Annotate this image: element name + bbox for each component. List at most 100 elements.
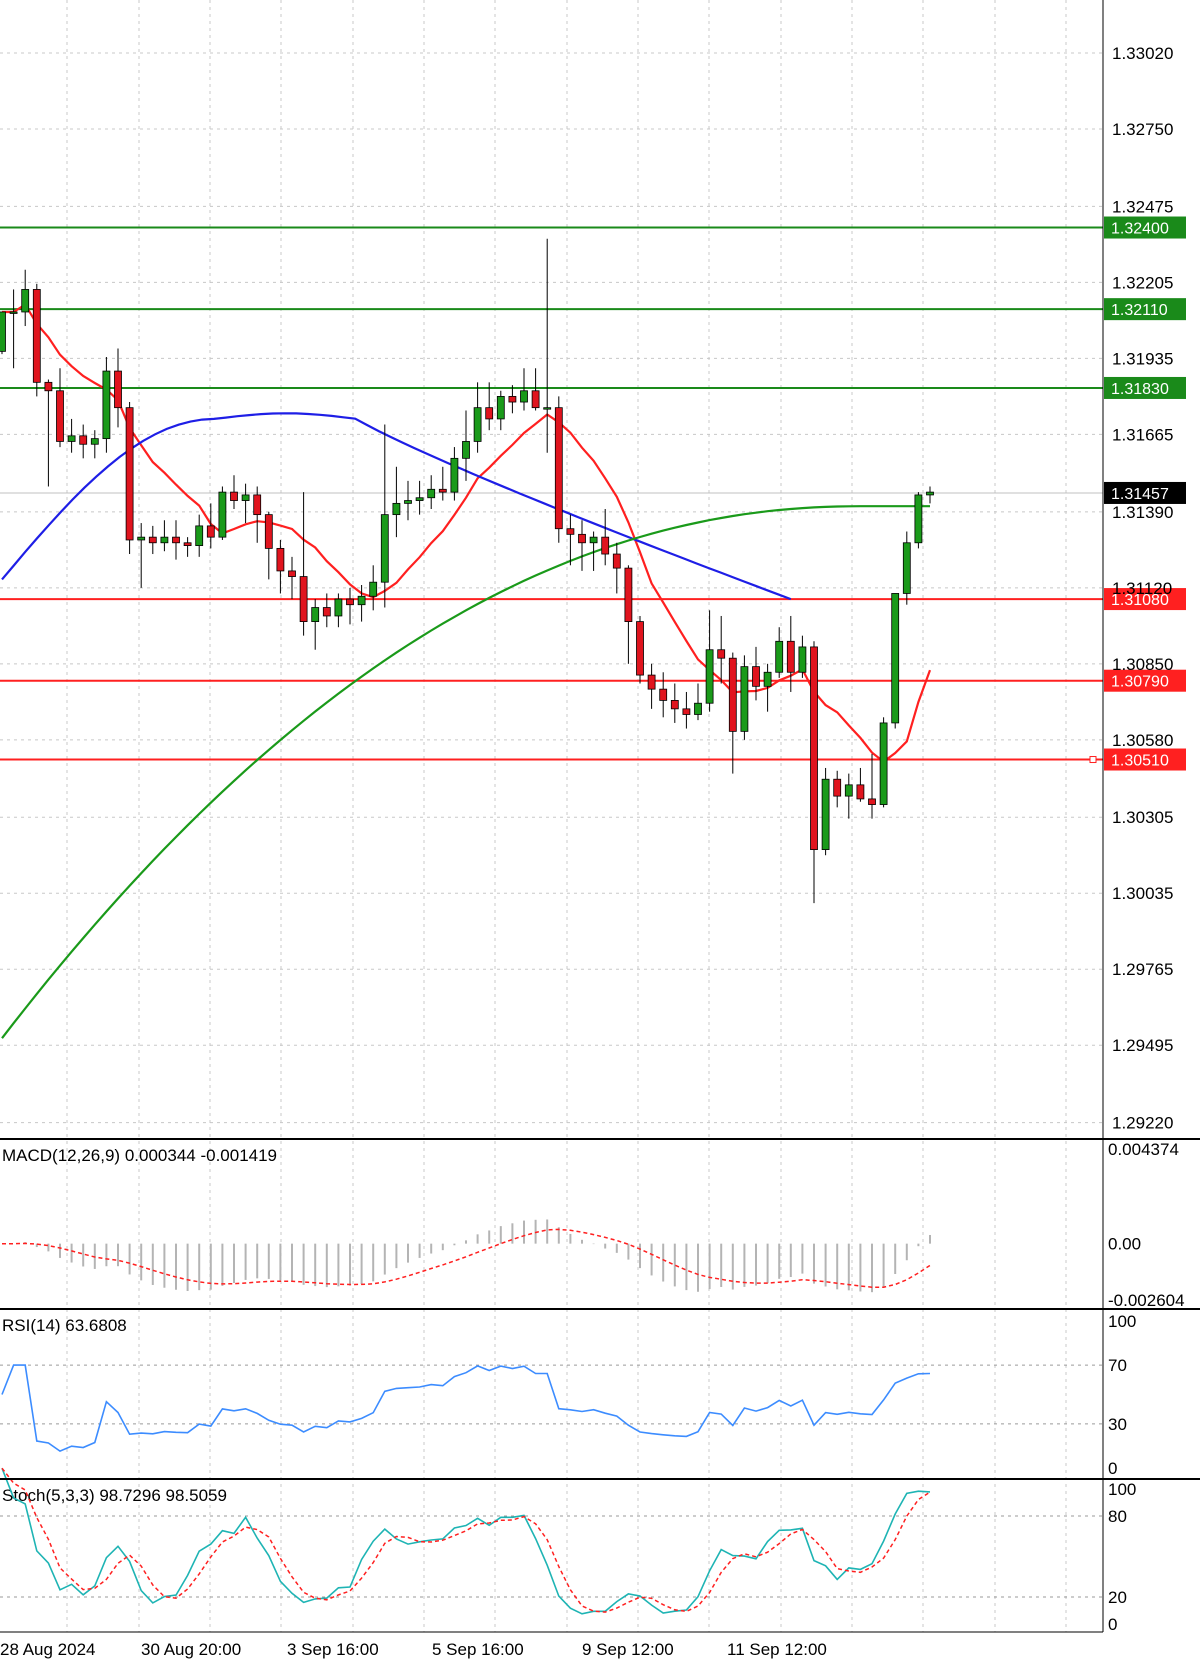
time-label: 3 Sep 16:00 xyxy=(287,1640,379,1659)
rsi-tick: 0 xyxy=(1108,1459,1117,1478)
candle-body xyxy=(670,700,679,710)
candle-body xyxy=(195,525,204,546)
candle-body xyxy=(299,576,308,622)
candle-body xyxy=(369,581,378,597)
level-label: 1.32110 xyxy=(1111,302,1168,319)
candle-body xyxy=(810,646,818,850)
level-label: 1.32400 xyxy=(1111,221,1169,238)
candle-body xyxy=(311,607,320,622)
current-price-label: 1.31457 xyxy=(1111,486,1169,503)
candle-body xyxy=(508,396,517,403)
candle-body xyxy=(531,390,540,409)
candle-body xyxy=(9,311,18,314)
candle-body xyxy=(496,396,505,420)
candle-body xyxy=(914,494,923,544)
time-label: 9 Sep 12:00 xyxy=(582,1640,674,1659)
price-tick-label: 1.32750 xyxy=(1112,120,1173,139)
candle-body xyxy=(624,567,633,622)
candle-body xyxy=(322,607,331,617)
level-tag xyxy=(1104,298,1186,321)
candle-body xyxy=(578,533,586,544)
time-label: 30 Aug 20:00 xyxy=(141,1640,241,1659)
candle-body xyxy=(520,390,528,403)
stoch-d-line xyxy=(1,1467,931,1613)
level-tag xyxy=(1104,748,1186,771)
candle-body xyxy=(879,722,888,805)
macd-tick: 0.004374 xyxy=(1108,1140,1179,1159)
candles xyxy=(0,238,934,904)
price-tick-label: 1.29220 xyxy=(1112,1114,1173,1133)
candle-body xyxy=(821,778,830,850)
candle-body xyxy=(56,390,64,442)
macd-panel: MACD(12,26,9) 0.000344 -0.001419 0.004374… xyxy=(2,1140,1185,1310)
current-price-tag xyxy=(1104,481,1186,504)
candle-body xyxy=(241,494,250,501)
candle-body xyxy=(554,407,563,530)
grid xyxy=(0,0,1103,1632)
level-tag xyxy=(1104,376,1186,399)
candle-body xyxy=(206,525,215,538)
stoch-panel: Stoch(5,3,3) 98.7296 98.5059 100 80 20 0 xyxy=(0,1467,1136,1634)
stoch-tick: 100 xyxy=(1108,1480,1136,1499)
candle-body xyxy=(636,621,644,676)
candle-body xyxy=(172,536,180,544)
candle-body xyxy=(543,407,552,410)
candle-body xyxy=(786,640,795,673)
macd-tick: 0.00 xyxy=(1108,1235,1141,1254)
candle-body xyxy=(183,542,192,546)
candle-body xyxy=(230,491,238,501)
price-tick-label: 1.30305 xyxy=(1112,808,1173,827)
candle-body xyxy=(833,778,842,797)
candle-body xyxy=(682,708,691,715)
macd-label: MACD(12,26,9) 0.000344 -0.001419 xyxy=(2,1146,277,1165)
candle-body xyxy=(0,311,6,352)
level-label: 1.30790 xyxy=(1111,674,1169,691)
candle-body xyxy=(137,536,146,541)
rsi-tick: 100 xyxy=(1108,1312,1136,1331)
price-tick-label: 1.29765 xyxy=(1112,960,1173,979)
candle-body xyxy=(264,514,273,549)
candle-body xyxy=(32,289,41,383)
candle-body xyxy=(717,649,726,659)
candle-body xyxy=(868,798,876,805)
candle-body xyxy=(601,536,610,555)
candle-body xyxy=(392,502,401,516)
candle-body xyxy=(856,784,865,800)
candle-body xyxy=(160,536,169,544)
candle-body xyxy=(102,370,111,440)
candle-body xyxy=(380,514,389,583)
candle-body xyxy=(647,674,656,690)
horizontal-levels: 1.32400 1.32110 1.31830 1.31080 1.30790 1.305… xyxy=(0,216,1186,771)
candle-body xyxy=(357,595,366,606)
candle-body xyxy=(705,649,714,704)
candle-body xyxy=(427,488,436,499)
time-label: 11 Sep 12:00 xyxy=(727,1640,827,1659)
level-tag xyxy=(1104,669,1186,692)
ma-green-line xyxy=(1,505,930,1039)
candle-body xyxy=(473,407,482,442)
price-tick-label: 1.30035 xyxy=(1112,884,1173,903)
candle-body xyxy=(44,381,53,392)
candle-body xyxy=(728,657,737,732)
candle-body xyxy=(218,491,227,538)
stoch-label: Stoch(5,3,3) 98.7296 98.5059 xyxy=(2,1486,227,1505)
time-label: 5 Sep 16:00 xyxy=(432,1640,524,1659)
price-tick-label: 1.33020 xyxy=(1112,44,1173,63)
candle-body xyxy=(404,500,412,504)
candle-body xyxy=(253,494,262,516)
time-label: 28 Aug 2024 xyxy=(0,1640,95,1659)
candle-body xyxy=(79,435,88,445)
price-tick-label: 1.31665 xyxy=(1112,425,1173,444)
candle-body xyxy=(740,666,749,732)
candle-body xyxy=(90,438,99,445)
candle-body xyxy=(844,784,853,797)
candle-body xyxy=(659,688,668,701)
candle-body xyxy=(21,289,30,313)
price-tick-label: 1.31390 xyxy=(1112,503,1173,522)
stoch-tick: 20 xyxy=(1108,1588,1127,1607)
rsi-label: RSI(14) 63.6808 xyxy=(2,1316,127,1335)
candle-body xyxy=(485,407,494,420)
candle-body xyxy=(566,528,575,535)
candle-body xyxy=(798,646,807,673)
